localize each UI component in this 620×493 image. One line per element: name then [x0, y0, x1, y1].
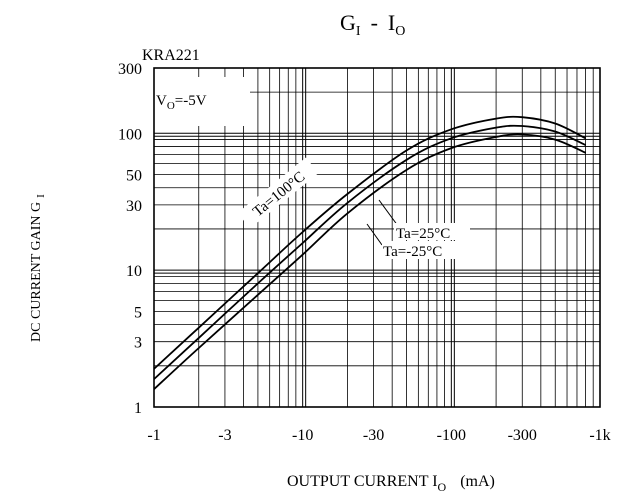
y-tick-label: 50	[126, 167, 142, 184]
y-tick-label: 100	[118, 126, 142, 143]
x-tick-labels: -1 -3 -10 -30 -100 -300 -1k	[147, 427, 610, 444]
x-tick-label: -100	[437, 427, 466, 444]
annotation-minus25c: Ta=-25°C	[366, 223, 462, 260]
y-tick-label: 10	[126, 263, 142, 280]
x-axis-label: OUTPUT CURRENT IO (mA)	[287, 473, 495, 493]
x-tick-label: -3	[218, 427, 231, 444]
device-label: KRA221	[142, 47, 200, 64]
condition-label: VO=-5V	[156, 93, 207, 112]
x-tick-label: -10	[292, 427, 313, 444]
x-tick-label: -300	[508, 427, 537, 444]
y-tick-labels: 1 3 5 10 30 50 100 300	[118, 61, 142, 417]
x-tick-label: -1	[147, 427, 160, 444]
plot-frame	[153, 67, 601, 408]
x-tick-label: -30	[363, 427, 384, 444]
label-ta-minus25c: Ta=-25°C	[383, 244, 442, 260]
y-tick-label: 3	[134, 335, 142, 352]
annotation-100c: Ta=100°C	[237, 157, 319, 229]
y-tick-label: 300	[118, 61, 142, 78]
y-tick-label: 5	[134, 304, 142, 321]
series-line-1	[153, 124, 586, 380]
series-line-2	[153, 133, 586, 390]
y-axis-label: DC CURRENT GAIN GI	[29, 194, 47, 342]
y-tick-label: 1	[134, 400, 142, 417]
series-line-0	[153, 115, 586, 370]
series-lines	[153, 115, 586, 390]
x-tick-label: -1k	[589, 427, 610, 444]
y-tick-label: 30	[126, 198, 142, 215]
condition-box	[143, 77, 250, 126]
annotation-25c: Ta=25°C	[378, 199, 470, 242]
chart-title: GI - IO	[340, 10, 405, 39]
label-ta-25c: Ta=25°C	[396, 226, 450, 242]
